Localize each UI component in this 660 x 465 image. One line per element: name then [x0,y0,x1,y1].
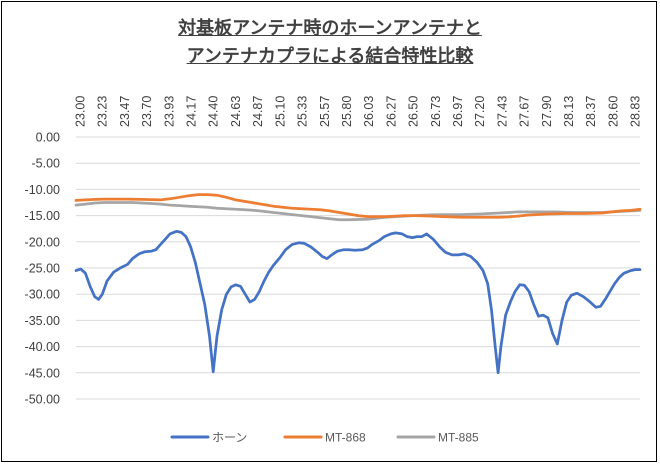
x-tick-label: 27.67 [518,96,532,127]
series-line- [74,229,642,375]
chart-title-line-1: 対基板アンテナ時のホーンアンテナと [178,18,482,39]
x-axis-tick-labels: 23.00 23.23 23.47 23.70 23.93 24.17 24.40 24.63… [74,96,643,127]
x-tick-label: 25.33 [296,96,310,127]
x-tick-label: 24.40 [207,96,221,127]
y-tick-label: -30.00 [25,288,60,302]
x-tick-label: 25.10 [273,96,287,127]
y-tick-label: -40.00 [25,340,60,354]
series-line-mt-885 [74,201,642,222]
x-tick-label: 24.17 [185,96,199,127]
x-tick-label: 25.57 [318,96,332,127]
x-tick-label: 23.93 [162,96,176,127]
y-axis-tick-labels: 0.00 -5.00 -10.00 -15.00 -20.00 -25.00 -30.00 -… [25,131,60,407]
series-line-mt-868 [74,193,642,219]
x-tick-label: 23.00 [74,96,88,127]
legend-label: MT-868 [325,431,366,445]
y-tick-label: -10.00 [25,183,60,197]
x-tick-label: 25.80 [340,96,354,127]
y-tick-label: -20.00 [25,235,60,249]
x-tick-label: 26.97 [451,96,465,127]
x-tick-label: 26.27 [384,96,398,127]
x-tick-label: 23.23 [96,96,110,127]
y-tick-label: -25.00 [25,262,60,276]
x-tick-label: 28.60 [606,96,620,127]
y-tick-label: -50.00 [25,393,60,407]
y-tick-label: -45.00 [25,366,60,380]
x-tick-label: 26.73 [429,96,443,127]
x-tick-label: 28.37 [584,96,598,127]
x-tick-label: 27.90 [540,96,554,127]
x-tick-label: 27.43 [495,96,509,127]
legend: ホーン MT-868 MT-885 [170,431,479,445]
gridlines [76,136,640,400]
x-tick-label: 23.47 [118,96,132,127]
x-tick-label: 24.87 [251,96,265,127]
y-tick-label: 0.00 [36,131,60,145]
x-tick-label: 26.50 [407,96,421,127]
x-tick-label: 27.20 [473,96,487,127]
x-tick-label: 28.83 [629,96,643,127]
legend-label: ホーン [212,431,247,445]
x-tick-label: 28.13 [562,96,576,127]
x-tick-label: 24.63 [229,96,243,127]
y-tick-label: -5.00 [32,157,61,171]
x-tick-label: 26.03 [362,96,376,127]
x-tick-label: 23.70 [140,96,154,127]
series-lines [74,193,642,375]
legend-label: MT-885 [438,431,479,445]
chart-title-line-2: アンテナカプラによる結合特性比較 [186,46,474,67]
y-tick-label: -35.00 [25,314,60,328]
y-tick-label: -15.00 [25,209,60,223]
